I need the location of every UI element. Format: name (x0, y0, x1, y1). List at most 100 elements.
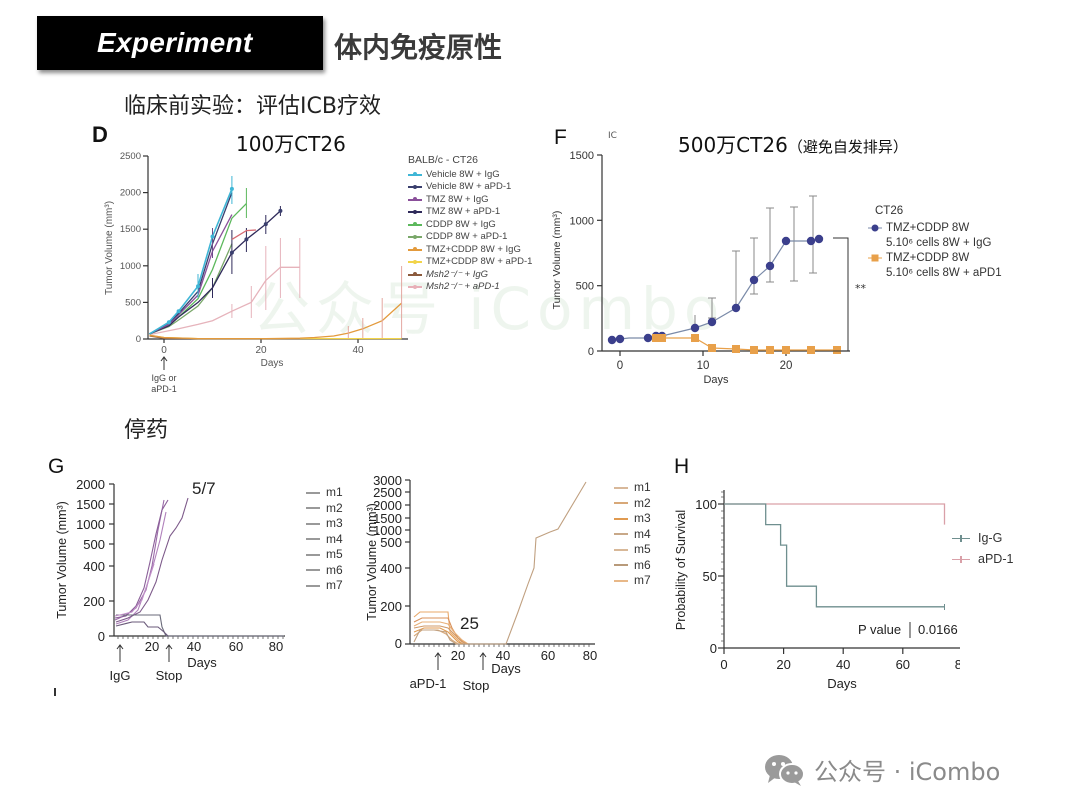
legend-label: TMZ+CDDP 8W (886, 222, 970, 234)
x-axis-label: Days (261, 358, 284, 369)
chart-f-legend: CT26 TMZ+CDDP 8W 5.10⁶ cells 8W + IgG TMZ… (868, 204, 1002, 281)
legend-label: m7 (634, 573, 651, 587)
y-tick: 100 (695, 497, 717, 512)
legend-swatch (614, 502, 628, 505)
legend-label: m6 (326, 562, 343, 577)
chart-h-legend: Ig-G aPD-1 (952, 528, 1013, 570)
y-tick: 400 (380, 561, 402, 576)
legend-label: m4 (326, 531, 343, 546)
legend-label: m6 (634, 557, 651, 572)
arrow-label-stop: Stop (463, 678, 490, 693)
chart-f: 0 500 1000 1500 0 10 20 Days Tumor Volum… (551, 150, 850, 386)
chart-h: 0 50 100 0 20 40 60 80 Days Probability … (674, 490, 960, 691)
legend-item: Ig-G (952, 528, 1013, 549)
x-tick: 60 (541, 648, 555, 663)
legend-label: TMZ+CDDP 8W + aPD-1 (426, 256, 533, 267)
pvalue-label: P value (858, 622, 901, 637)
legend-title: BALB/c - CT26 (408, 154, 479, 166)
legend-swatch (408, 234, 422, 239)
legend-item: TMZ+CDDP 8W 5.10⁶ cells 8W + IgG (868, 221, 1002, 251)
legend-swatch (408, 197, 422, 202)
y-axis-label: Tumor Volume (mm³) (365, 503, 379, 621)
y-axis-label: Tumor Volume (mm³) (551, 211, 563, 310)
legend-label: m5 (634, 542, 651, 556)
panel-letter-d: D (92, 122, 108, 147)
arrow-label: IgG or (151, 373, 176, 383)
legend-swatch (306, 507, 320, 510)
significance-marker: ** (855, 282, 866, 295)
legend-item: m2 (614, 496, 651, 512)
chart-g-apd1: 0 200 400 500 1000 1500 2000 2500 3000 2… (365, 473, 597, 693)
legend-label: m3 (326, 516, 343, 530)
legend-label: m4 (634, 526, 651, 541)
legend-swatch (306, 522, 320, 525)
x-tick: 40 (187, 639, 201, 654)
x-tick: 80 (583, 648, 597, 663)
legend-swatch (408, 284, 422, 289)
x-tick: 40 (836, 657, 850, 672)
legend-swatch (614, 579, 628, 582)
legend-item: m5 (306, 547, 343, 563)
y-tick: 2000 (76, 477, 105, 492)
x-tick: 60 (896, 657, 910, 672)
legend-item: Msh2⁻/⁻ + aPD-1 (408, 281, 532, 294)
legend-label: m7 (326, 578, 343, 592)
legend-label: Vehicle 8W + IgG (426, 168, 500, 180)
y-tick: 1000 (570, 215, 594, 227)
legend-item: m1 (614, 480, 651, 496)
section-title-stop: 停药 (124, 418, 169, 443)
y-tick: 1500 (570, 150, 594, 162)
y-tick: 0 (98, 629, 105, 644)
y-axis-label: Probability of Survival (674, 510, 688, 630)
legend-item: m6 (306, 563, 343, 579)
legend-swatch (952, 535, 970, 541)
background-watermark: 公众号 iCombo (252, 275, 726, 343)
legend-label: m1 (326, 485, 343, 499)
x-axis-label: Days (827, 676, 857, 691)
legend-label: TMZ 8W + IgG (426, 193, 489, 205)
y-tick: 3000 (373, 473, 402, 488)
legend-item: m3 (614, 511, 651, 527)
legend-title: CT26 (875, 205, 904, 217)
x-tick: 20 (780, 360, 793, 372)
y-tick: 200 (83, 594, 105, 609)
legend-swatch (408, 247, 422, 252)
arrow-label-apd1: aPD-1 (410, 676, 447, 691)
legend-label: aPD-1 (978, 552, 1014, 566)
legend-swatch (614, 533, 628, 536)
x-tick: 10 (697, 360, 710, 372)
legend-item: Vehicle 8W + IgG (408, 169, 532, 182)
y-tick: 2000 (373, 498, 402, 513)
legend-label: TMZ+CDDP 8W (886, 252, 970, 264)
x-tick: 40 (496, 648, 510, 663)
y-tick: 1500 (120, 224, 141, 235)
y-tick: 1000 (373, 523, 402, 538)
legend-swatch (408, 259, 422, 264)
legend-item: m7 (306, 578, 343, 594)
y-tick: 500 (576, 281, 594, 293)
legend-swatch (614, 517, 628, 520)
legend-swatch (408, 209, 422, 214)
panel-letter-g: G (48, 455, 65, 478)
legend-item: m2 (306, 501, 343, 517)
legend-swatch (408, 184, 422, 189)
y-tick: 2500 (120, 151, 141, 162)
arrow-label: aPD-1 (151, 384, 177, 394)
legend-swatch (306, 538, 320, 541)
x-tick: 0 (720, 657, 727, 672)
legend-swatch (614, 564, 628, 567)
ratio-label: 5/7 (192, 479, 216, 498)
legend-label: m2 (634, 495, 651, 510)
y-tick: 500 (125, 297, 141, 308)
chart-d-title: 100万CT26 (236, 132, 346, 156)
legend-item: Msh2⁻/⁻ + IgG (408, 269, 532, 282)
watermark: 公众号 · iCombo (764, 752, 1000, 787)
x-tick: 0 (617, 360, 623, 372)
legend-label: 5.10⁶ cells 8W + aPD1 (886, 267, 1002, 279)
chart-g-igg-legend: m1 m2 m3 m4 m5 m6 m7 (306, 485, 343, 594)
x-axis-label: Days (703, 374, 729, 386)
legend-item: TMZ 8W + IgG (408, 194, 532, 207)
legend-item: TMZ+CDDP 8W + IgG (408, 244, 532, 257)
watermark-text: 公众号 · iCombo (814, 758, 1001, 786)
chart-d-legend: BALB/c - CT26 Vehicle 8W + IgG Vehicle 8… (408, 154, 532, 294)
